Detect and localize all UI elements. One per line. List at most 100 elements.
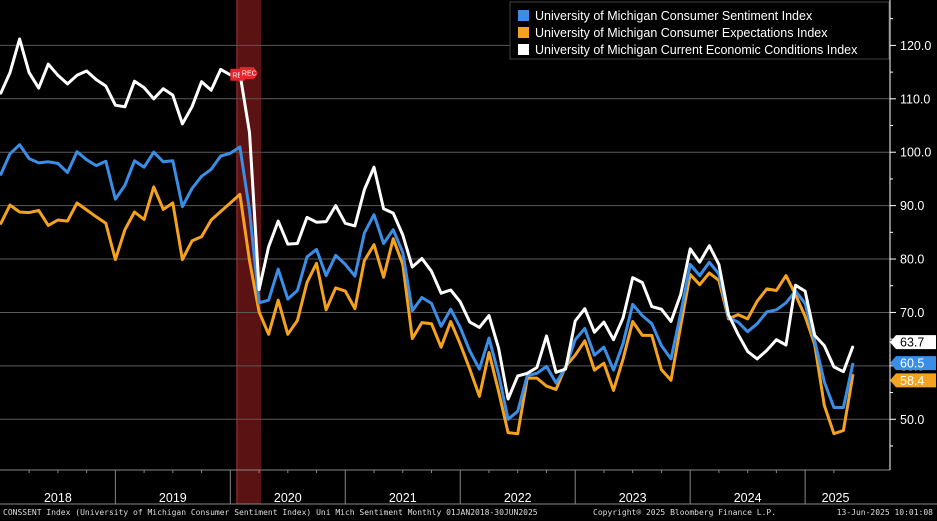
data-point: [421, 257, 423, 260]
data-point: [622, 342, 624, 344]
data-point: [450, 289, 452, 291]
data-point: [440, 292, 442, 294]
x-tick-label: 2024: [734, 491, 762, 505]
data-point: [0, 93, 1, 95]
data-point: [517, 433, 519, 435]
data-point: [258, 302, 260, 304]
series-lines: [0, 37, 855, 436]
data-point: [737, 314, 739, 316]
data-point: [19, 211, 21, 213]
data-point: [76, 202, 78, 204]
data-point: [488, 351, 490, 354]
data-point: [747, 318, 749, 320]
data-point: [478, 368, 480, 370]
data-point: [574, 320, 576, 322]
data-point: [766, 311, 768, 313]
data-point: [670, 358, 672, 360]
recession-marker: REC: [239, 67, 258, 80]
data-point: [785, 302, 787, 304]
data-point: [143, 87, 145, 89]
data-point: [411, 338, 413, 340]
data-point: [574, 354, 576, 356]
data-point: [775, 289, 778, 292]
data-point: [277, 299, 279, 301]
data-point: [258, 311, 260, 313]
x-tick-label: 2022: [504, 491, 532, 505]
data-point: [421, 296, 423, 299]
data-point: [622, 358, 624, 360]
data-point: [565, 368, 567, 370]
data-point: [689, 263, 691, 265]
last-value-badge: [890, 373, 936, 388]
footer-timestamp: 13-Jun-2025 10:01:08: [836, 508, 933, 517]
data-point: [28, 212, 30, 214]
data-point: [28, 158, 30, 160]
data-point: [641, 315, 643, 317]
data-point: [143, 218, 145, 221]
data-point: [344, 263, 346, 265]
data-point: [612, 389, 615, 391]
data-point: [488, 337, 490, 339]
data-point: [392, 238, 394, 240]
data-point: [603, 321, 605, 323]
data-point: [593, 369, 596, 371]
data-point: [699, 275, 701, 277]
y-tick-label: 80.0: [900, 253, 924, 267]
data-point: [277, 268, 279, 270]
data-point: [47, 224, 49, 226]
data-point: [373, 244, 375, 246]
data-point: [335, 254, 337, 256]
data-point: [536, 372, 538, 374]
data-point: [498, 373, 500, 375]
data-point: [124, 229, 126, 231]
data-point: [383, 208, 385, 210]
data-point: [756, 323, 758, 325]
data-point: [699, 261, 701, 263]
data-point: [469, 321, 471, 323]
data-point: [344, 290, 346, 292]
data-point: [354, 225, 356, 227]
data-point: [363, 189, 365, 191]
data-point: [498, 347, 500, 349]
data-point: [66, 171, 69, 174]
data-point: [402, 263, 404, 265]
series-line: [0, 185, 855, 436]
data-point: [507, 418, 509, 420]
data-point: [498, 390, 500, 393]
data-point: [306, 216, 308, 218]
data-point: [699, 284, 701, 286]
data-point: [670, 320, 672, 323]
data-point: [258, 288, 260, 291]
last-value-label: 63.7: [890, 335, 936, 350]
data-point: [315, 248, 318, 250]
data-point: [38, 162, 40, 164]
data-point: [354, 275, 356, 277]
data-point: [306, 281, 308, 284]
data-point: [191, 240, 193, 242]
data-point: [86, 159, 88, 161]
data-point: [268, 333, 270, 335]
data-point: [584, 308, 586, 310]
data-point: [325, 221, 327, 223]
data-point: [239, 193, 241, 195]
data-point: [660, 345, 663, 347]
data-point: [325, 309, 327, 311]
legend: University of Michigan Consumer Sentimen…: [509, 1, 890, 60]
data-point: [718, 263, 720, 265]
data-point: [421, 322, 423, 324]
data-point: [804, 290, 806, 292]
data-point: [507, 432, 509, 434]
data-point: [402, 252, 404, 254]
data-point: [239, 146, 241, 148]
data-point: [641, 281, 643, 284]
data-point: [526, 372, 528, 374]
series-line: [0, 37, 855, 401]
y-tick-label: 100.0: [900, 146, 931, 160]
data-point: [651, 306, 653, 308]
data-point: [785, 344, 787, 346]
data-point: [852, 373, 854, 375]
grid: [0, 44, 890, 420]
